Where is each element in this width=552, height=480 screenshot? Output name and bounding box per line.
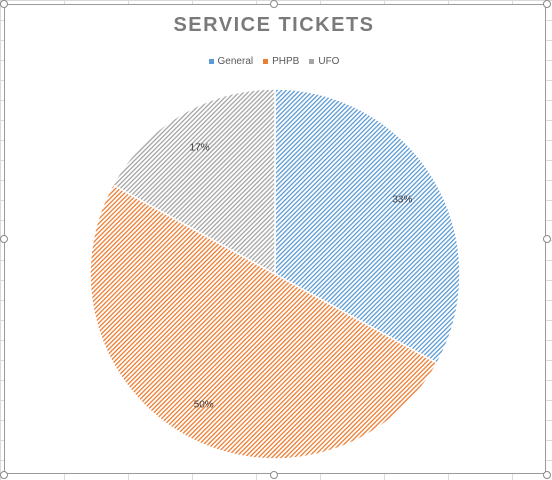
resize-handle-top[interactable] [270, 0, 278, 8]
resize-handle-bottom[interactable] [270, 471, 278, 479]
pie-slice-ufo[interactable] [111, 88, 276, 276]
legend-item-phpb[interactable]: PHPB [263, 56, 299, 67]
resize-handle-right[interactable] [543, 235, 551, 243]
data-label-phpb[interactable]: 50% [194, 400, 214, 411]
resize-handle-top-right[interactable] [543, 0, 551, 8]
resize-handle-top-left[interactable] [0, 0, 8, 8]
legend-item-general[interactable]: General [208, 56, 254, 67]
legend-label-phpb: PHPB [272, 56, 300, 67]
legend-item-ufo[interactable]: UFO [309, 56, 339, 67]
legend-label-general: General [217, 56, 254, 67]
resize-handle-bottom-right[interactable] [543, 471, 551, 479]
resize-handle-left[interactable] [0, 235, 8, 243]
pie-slice-general[interactable] [274, 88, 461, 365]
resize-handle-bottom-left[interactable] [0, 471, 8, 479]
legend-swatch-ufo [309, 59, 315, 64]
legend-swatch-general [208, 59, 214, 64]
legend-swatch-phpb [263, 59, 269, 64]
chart-title[interactable]: SERVICE TICKETS [173, 14, 375, 36]
legend-label-ufo: UFO [318, 56, 340, 67]
data-label-general[interactable]: 33% [392, 195, 412, 206]
chart-legend[interactable]: General PHPB UFO [0, 56, 548, 67]
pie-slice-phpb[interactable] [89, 183, 439, 460]
data-label-ufo[interactable]: 17% [190, 143, 210, 154]
